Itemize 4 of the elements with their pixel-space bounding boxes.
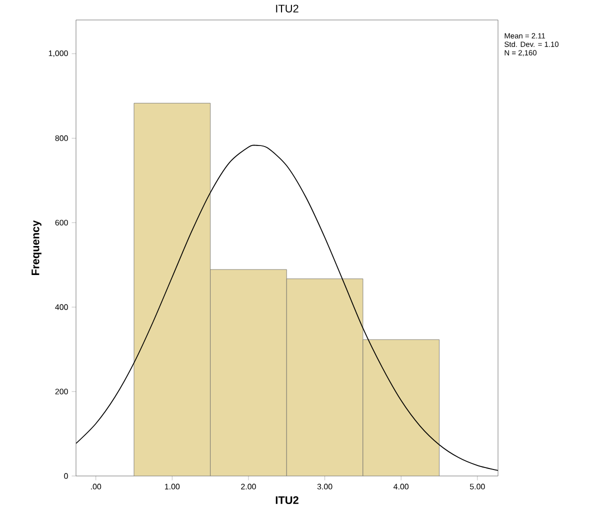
chart-title: ITU2	[276, 4, 298, 12]
y-axis-title: Frequency	[32, 220, 42, 275]
x-axis-title: ITU2	[276, 496, 298, 504]
line-series	[76, 144, 498, 471]
